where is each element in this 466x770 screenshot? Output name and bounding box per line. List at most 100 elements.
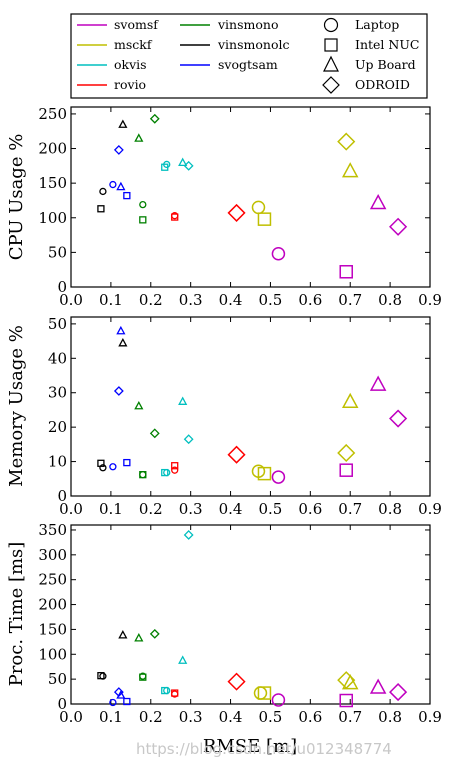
proc-time-point-svogtsam-odroid	[113, 687, 124, 697]
proc-time-x-tick-label: 0.8	[378, 708, 402, 726]
proc-time-x-tick-label: 0.1	[99, 708, 123, 726]
proc-time-point-svogtsam-laptop	[109, 698, 117, 707]
memory-point-svomsf-laptop	[271, 470, 286, 484]
memory-plot-frame	[70, 316, 431, 497]
memory-x-tick-label: 0.3	[179, 500, 203, 518]
cpu-panel: 0.0 0.1 0.2 0.3 0.4 0.5 0.6 0.7 0.8 0.9 0 50 100 150…	[6, 105, 442, 309]
memory-y-tick-label: 50	[48, 315, 67, 333]
proc-time-y-tick-label: 50	[48, 670, 67, 688]
memory-x-tick-label: 0.8	[378, 500, 402, 518]
memory-point-vinsmono-intel-nuc	[139, 471, 147, 479]
cpu-x-tick-label: 0.3	[179, 291, 203, 309]
proc-time-point-vinsmonolc-up-board	[118, 630, 128, 639]
legend-marker-odroid	[322, 76, 340, 94]
x-axis-label: RMSE [m]	[203, 736, 297, 757]
cpu-plot-frame	[70, 106, 431, 288]
memory-point-vinsmonolc-up-board	[118, 337, 128, 347]
legend-label-up-board: Up Board	[355, 57, 416, 72]
proc-time-point-svomsf-odroid	[389, 683, 408, 702]
memory-x-tick-label: 0.2	[139, 500, 163, 518]
cpu-point-vinsmonolc-intel-nuc	[97, 205, 105, 213]
legend-label-laptop: Laptop	[355, 17, 399, 32]
legend-label-rovio: rovio	[114, 77, 146, 92]
memory-x-tick-label: 0.9	[418, 500, 442, 518]
cpu-point-vinsmono-laptop	[139, 200, 147, 209]
proc-time-y-tick-label: 150	[38, 620, 67, 638]
memory-point-okvis-intel-nuc	[161, 468, 169, 477]
memory-point-msckf-up-board	[341, 392, 359, 409]
proc-time-plot-frame	[70, 524, 431, 705]
cpu-x-tick-label: 0.5	[259, 291, 283, 309]
cpu-point-svogtsam-intel-nuc	[123, 191, 131, 200]
memory-y-tick-label: 20	[48, 418, 67, 436]
cpu-x-tick-label: 0.7	[338, 291, 362, 309]
cpu-points	[97, 113, 408, 279]
proc-time-point-msckf-odroid	[337, 671, 356, 690]
memory-point-msckf-odroid	[337, 443, 356, 463]
proc-time-point-vinsmono-up-board	[134, 633, 144, 642]
cpu-point-vinsmono-up-board	[134, 133, 144, 142]
cpu-point-svomsf-up-board	[369, 193, 387, 210]
cpu-point-vinsmono-odroid	[149, 113, 160, 124]
proc-time-point-msckf-intel-nuc	[257, 686, 272, 700]
cpu-point-vinsmonolc-laptop	[99, 187, 107, 196]
cpu-point-rovio-odroid	[227, 203, 246, 222]
cpu-x-tick-label: 0.8	[378, 291, 402, 309]
legend: svomsf msckf okvis rovio vinsmono vinsmo…	[70, 13, 428, 99]
memory-point-msckf-intel-nuc	[257, 466, 272, 481]
legend-label-msckf: msckf	[114, 37, 153, 52]
memory-point-rovio-laptop	[171, 466, 179, 474]
cpu-x-ticks: 0.0 0.1 0.2 0.3 0.4 0.5 0.6 0.7 0.8 0.9	[59, 107, 442, 309]
cpu-y-tick-label: 100	[38, 209, 67, 227]
legend-label-vinsmono: vinsmono	[217, 17, 278, 32]
cpu-y-tick-label: 0	[57, 278, 67, 296]
proc-time-point-svomsf-intel-nuc	[339, 693, 353, 708]
proc-time-y-tick-label: 100	[38, 645, 67, 663]
proc-time-point-vinsmonolc-intel-nuc	[97, 672, 105, 680]
proc-time-x-tick-label: 0.4	[219, 708, 243, 726]
memory-x-tick-label: 0.5	[259, 500, 283, 518]
legend-label-okvis: okvis	[114, 57, 147, 72]
cpu-x-tick-label: 0.2	[139, 291, 163, 309]
cpu-x-tick-label: 0.9	[418, 291, 442, 309]
proc-time-x-tick-label: 0.7	[338, 708, 362, 726]
cpu-point-msckf-up-board	[341, 162, 359, 178]
proc-time-x-tick-label: 0.0	[59, 708, 83, 726]
memory-point-vinsmono-up-board	[134, 400, 144, 410]
memory-y-tick-label: 10	[48, 453, 67, 471]
cpu-y-ticks: 0 50 100 150 200 250	[38, 105, 430, 296]
proc-time-x-tick-label: 0.3	[179, 708, 203, 726]
proc-time-point-svogtsam-intel-nuc	[123, 697, 131, 706]
memory-point-vinsmono-laptop	[139, 471, 147, 479]
proc-time-point-vinsmono-odroid	[149, 628, 160, 639]
memory-x-tick-label: 0.0	[59, 500, 83, 518]
memory-point-okvis-up-board	[178, 396, 188, 405]
proc-time-y-tick-label: 200	[38, 596, 67, 614]
proc-time-y-tick-label: 0	[57, 695, 67, 713]
cpu-point-okvis-intel-nuc	[161, 163, 169, 171]
memory-point-svogtsam-odroid	[113, 386, 124, 396]
proc-time-point-msckf-up-board	[341, 674, 359, 690]
cpu-point-svogtsam-up-board	[116, 181, 126, 191]
proc-time-x-tick-label: 0.9	[418, 708, 442, 726]
memory-point-svogtsam-laptop	[109, 463, 117, 471]
legend-label-vinsmonolc: vinsmonolc	[217, 37, 289, 52]
proc-time-x-tick-label: 0.6	[298, 708, 322, 726]
memory-point-rovio-odroid	[227, 445, 246, 464]
proc-time-point-msckf-laptop	[253, 686, 268, 700]
proc-time-point-okvis-odroid	[183, 530, 194, 540]
memory-panel: 0.0 0.1 0.2 0.3 0.4 0.5 0.6 0.7 0.8 0.9 0 10 20 30 40…	[6, 315, 442, 518]
memory-y-axis-label: Memory Usage %	[6, 325, 27, 487]
proc-time-y-tick-label: 250	[38, 571, 67, 589]
legend-frame	[70, 13, 428, 99]
cpu-point-svogtsam-odroid	[113, 145, 124, 155]
cpu-y-tick-label: 250	[38, 105, 67, 123]
proc-time-point-svomsf-up-board	[369, 678, 387, 694]
cpu-x-tick-label: 0.6	[298, 291, 322, 309]
memory-point-rovio-intel-nuc	[171, 462, 179, 470]
proc-time-point-rovio-intel-nuc	[171, 689, 179, 697]
legend-label-svomsf: svomsf	[114, 17, 159, 32]
proc-time-x-tick-label: 0.5	[259, 708, 283, 726]
cpu-point-okvis-odroid	[183, 160, 194, 171]
